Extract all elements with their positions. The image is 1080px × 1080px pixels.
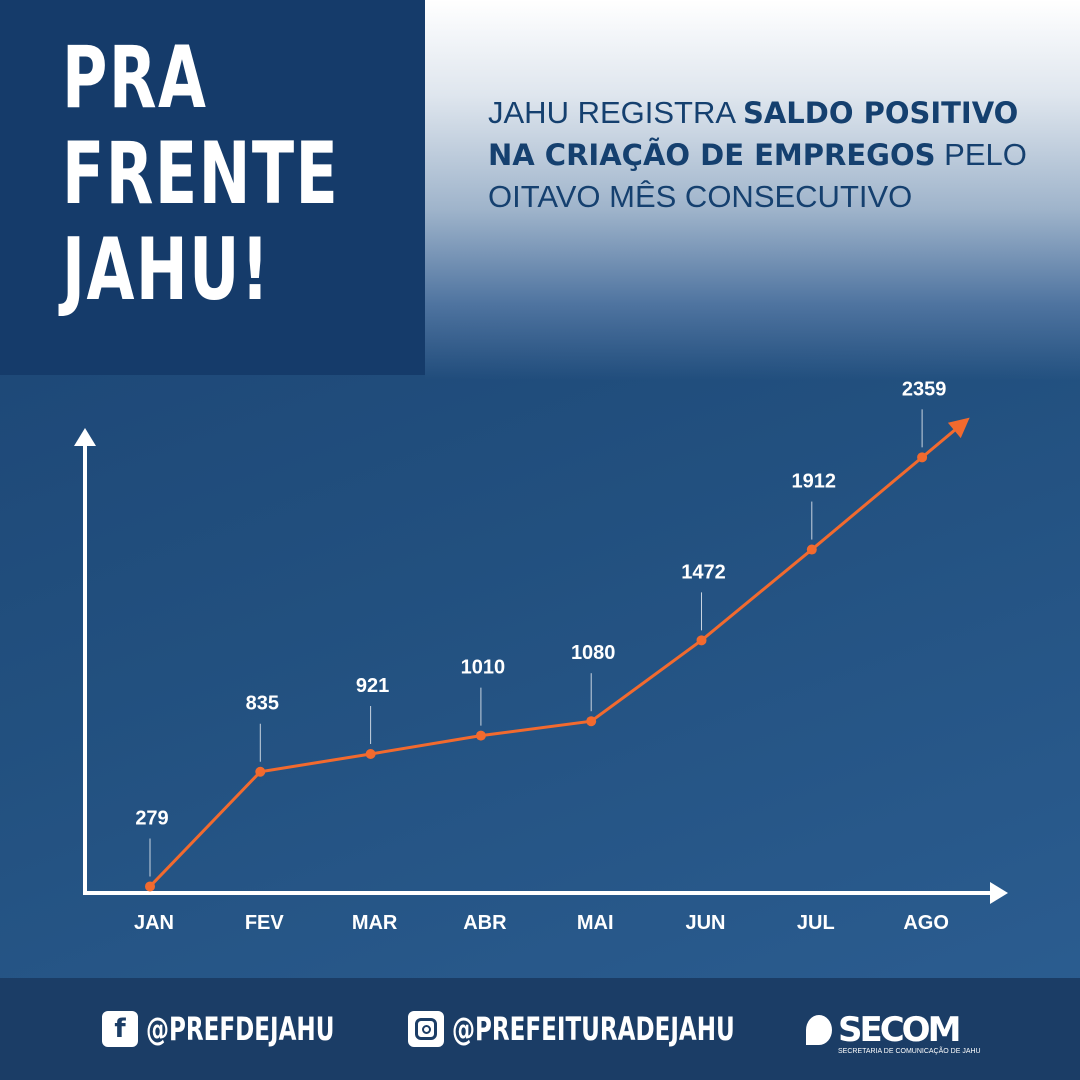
data-point <box>586 716 597 727</box>
data-label: 1010 <box>461 657 506 679</box>
headline: JAHU REGISTRA SALDO POSITIVO NA CRIAÇÃO … <box>488 92 1028 218</box>
x-axis-arrow <box>990 882 1008 904</box>
data-label: 1912 <box>792 471 837 493</box>
data-point <box>475 730 486 741</box>
data-label: 1472 <box>681 561 726 583</box>
x-tick-label: AGO <box>903 912 949 934</box>
x-tick-label: MAR <box>352 912 398 934</box>
data-point <box>917 452 928 463</box>
data-label: 1080 <box>571 642 616 664</box>
y-axis-arrow <box>74 428 96 446</box>
logo-subtitle: SECRETARIA DE COMUNICAÇÃO DE JAHU <box>838 1048 981 1055</box>
facebook-text: @PREFDEJAHU <box>146 1010 335 1048</box>
facebook-handle[interactable]: f @PREFDEJAHU <box>102 1010 408 1048</box>
instagram-icon <box>408 1011 444 1047</box>
location-pin-icon <box>806 1015 832 1045</box>
data-label: 279 <box>135 807 168 829</box>
x-tick-label: FEV <box>245 912 285 934</box>
data-point <box>365 748 376 759</box>
footer <box>0 978 1080 1080</box>
series-line <box>148 425 960 888</box>
data-label: 921 <box>356 675 389 697</box>
facebook-icon: f <box>102 1011 138 1047</box>
logo-name: SECOM <box>838 1010 961 1050</box>
headline-text: JAHU REGISTRA <box>488 95 743 130</box>
secom-logo: SECOM SECRETARIA DE COMUNICAÇÃO DE JAHU <box>806 1010 981 1055</box>
page-title: PRA FRENTE JAHU! <box>62 30 339 318</box>
x-tick-label: JAN <box>134 912 174 934</box>
x-tick-label: MAI <box>577 912 614 934</box>
title-line: JAHU! <box>62 220 271 320</box>
headline-panel <box>425 0 1080 380</box>
headline-text: PELO OITAVO MÊS CONSECUTIVO <box>488 137 1027 214</box>
title-panel: PRA FRENTE JAHU! <box>0 0 425 375</box>
data-point <box>806 544 817 555</box>
instagram-text: @PREFEITURADEJAHU <box>452 1010 735 1048</box>
data-point <box>696 635 707 646</box>
title-line: FRENTE <box>62 124 340 224</box>
headline-bold: SALDO POSITIVO NA CRIAÇÃO DE EMPREGOS <box>488 96 1019 172</box>
data-label: 835 <box>246 693 279 715</box>
data-label: 2359 <box>902 378 947 400</box>
data-point <box>145 881 155 892</box>
title-line: PRA <box>62 28 208 128</box>
x-tick-label: JUN <box>685 912 725 934</box>
data-point <box>255 766 266 777</box>
line-chart: 279 JAN 835 FEV 921 MAR 1010 ABR 1080 MAI 1472 JUN 1… <box>74 378 1008 934</box>
series-arrow <box>947 417 970 439</box>
x-tick-label: JUL <box>797 912 835 934</box>
instagram-handle[interactable]: @PREFEITURADEJAHU <box>408 1010 845 1048</box>
x-tick-label: ABR <box>463 912 507 934</box>
